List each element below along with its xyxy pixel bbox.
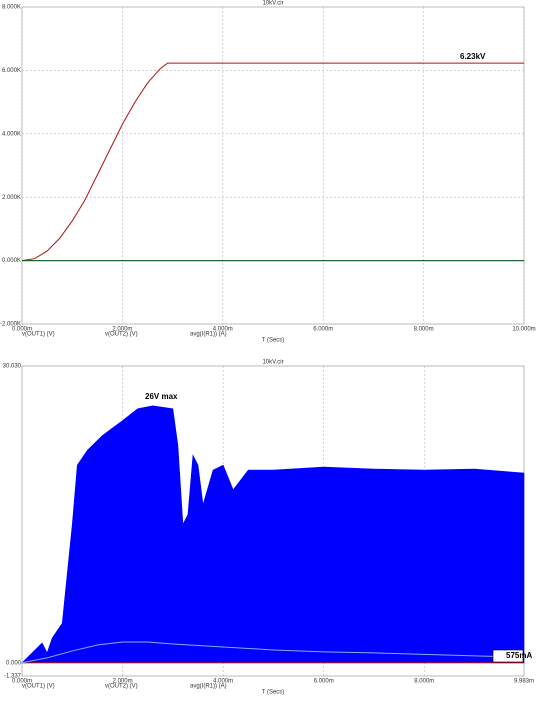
label-box	[492, 649, 524, 663]
x-tick-label: 8.000m	[414, 679, 434, 685]
y-tick-label: 2.000K	[2, 195, 21, 201]
y-tick-label: 0.000	[6, 660, 22, 666]
legend-entry: v(OUT2) (V)	[105, 684, 138, 690]
x-axis-label: T (Secs)	[262, 690, 285, 696]
y-tick-label: 6.000K	[2, 68, 21, 74]
line	[21, 641, 525, 664]
y-tick-label: 30.030	[3, 364, 22, 370]
line	[21, 62, 524, 262]
legend-entry: avg(I(R1)) (A)	[190, 332, 227, 338]
x-tick-label: 4.000m	[213, 679, 233, 685]
y-tick-label: -2.000K	[0, 322, 21, 328]
y-tick-label: 0.000K	[2, 258, 21, 264]
legend-entry: v(OUT2) (V)	[105, 332, 138, 338]
area	[21, 405, 525, 664]
x-tick-label: 2.000m	[113, 679, 133, 685]
y-tick-label: -1.337	[4, 674, 22, 680]
x-tick-label: 0.000m	[12, 327, 32, 333]
annotation: 26V max	[145, 392, 178, 401]
chart-title: 10kV.cir	[262, 1, 283, 7]
x-tick-label: 9.983m	[514, 679, 534, 685]
x-tick-label: 0.000m	[12, 679, 32, 685]
legend-entry: avg(I(R1)) (A)	[190, 684, 227, 690]
x-tick-label: 6.000m	[313, 327, 333, 333]
x-tick-label: 2.000m	[112, 327, 132, 333]
chart-title: 10kV.cir	[262, 360, 283, 366]
legend-entry: v(OUT1) (V)	[22, 332, 55, 338]
plot-area	[21, 6, 525, 325]
y-tick-label: 8.000K	[2, 5, 21, 11]
x-tick-label: 10.000m	[512, 327, 535, 333]
x-tick-label: 8.000m	[414, 327, 434, 333]
x-tick-label: 4.000m	[213, 327, 233, 333]
legend-entry: v(OUT1) (V)	[22, 684, 55, 690]
x-tick-label: 6.000m	[314, 679, 334, 685]
x-axis-label: T (Secs)	[262, 338, 285, 344]
annotation: 6.23kV	[460, 52, 486, 61]
y-tick-label: 4.000K	[2, 131, 21, 137]
annotation: 575mA	[506, 651, 532, 660]
